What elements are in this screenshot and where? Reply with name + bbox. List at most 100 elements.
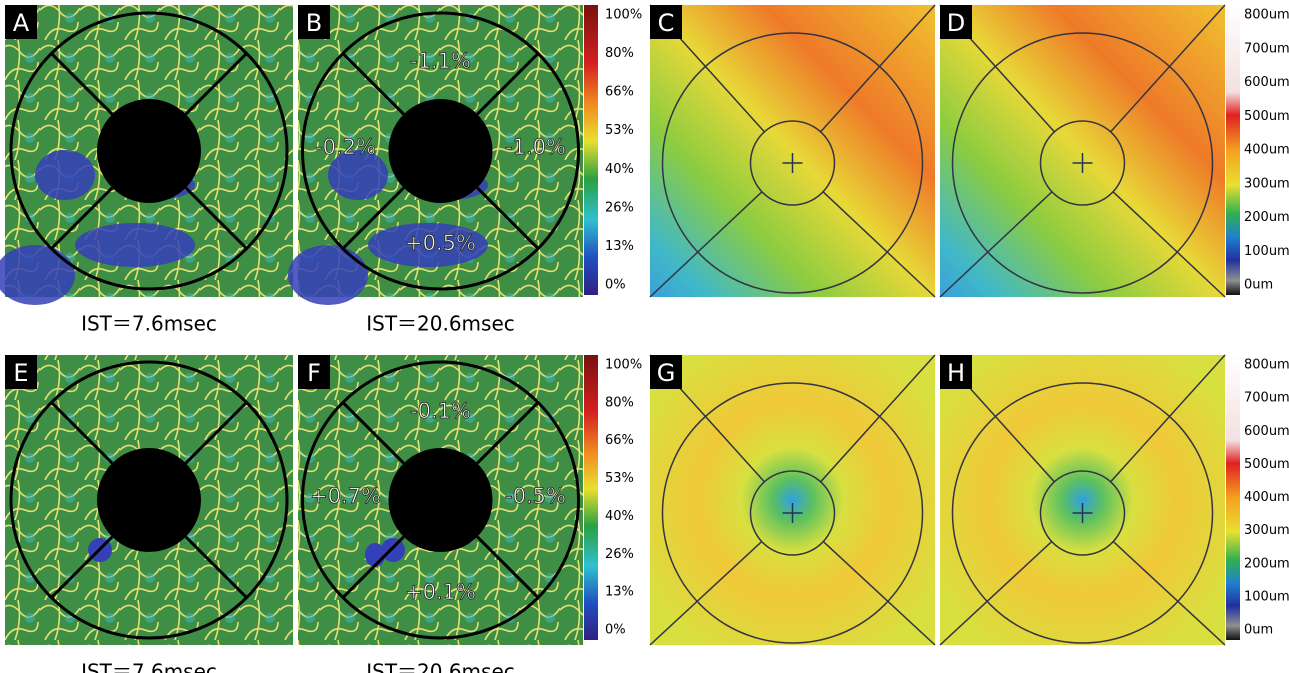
scale-label: 66% [605,433,634,448]
sector-change: +0.1% [405,580,476,604]
scale-label: 26% [605,547,634,562]
sector-divider [341,186,405,250]
panel-label: D [947,9,965,37]
scale-label: 300um [1244,176,1289,191]
scale-label: 200um [1244,210,1289,225]
scale-label: 100um [1244,589,1289,604]
foveal-mask [388,99,493,203]
color-scale: 100% 80% 66% 53% 40% 26% 13% 0% [584,355,642,640]
sector-divider [50,186,114,250]
panel-label-box [650,355,682,389]
fovea-cross [782,153,803,173]
sector-divider [184,186,248,250]
sector-divider [649,191,763,298]
scale-label: 100% [605,358,642,373]
scale-label: 700um [1244,41,1289,56]
sector-divider [50,52,114,116]
color-bar [584,5,598,295]
sector-change: -1.1% [410,49,471,73]
inner-ring [1039,470,1126,556]
sector-divider [1110,354,1226,483]
panel-label-box [650,5,682,39]
outer-ring [661,382,924,644]
panel: D [939,4,1226,298]
panel: -0.1% +0.7% -0.5% +0.1% IST＝20.6msec F [298,355,583,673]
scale-label: 80% [605,395,634,410]
outer-ring [951,32,1214,294]
sector-change: -1.0% [505,135,566,159]
caption: IST＝7.6msec [81,660,217,673]
inner-ring [1039,120,1126,206]
sector-divider [476,52,540,116]
sector-divider [1110,4,1226,133]
fovea-cross [782,503,803,523]
panel-label: B [306,9,322,37]
sector-divider [822,540,936,646]
outer-ring [9,11,289,291]
panel-label-box [940,5,972,39]
color-scale: 800um 700um 600um 500um 400um 300um 200um 100um… [1226,355,1289,640]
foveal-mask [388,448,493,552]
sector-divider [476,186,540,250]
scale-label: 0% [605,623,626,638]
sector-divider [184,401,248,465]
color-scale: 100% 80% 66% 53% 40% 26% 13% 0% [584,5,642,295]
inner-ring [749,470,836,556]
panel-label-box [940,355,972,389]
sector-change: -0.1% [410,399,471,423]
scale-label: 0% [605,278,626,293]
sector-change: -0.2% [315,135,376,159]
scale-label: 800um [1244,8,1289,23]
sector-divider [939,191,1053,298]
sector-divider [476,401,540,465]
scale-label: 400um [1244,143,1289,158]
scale-label: 13% [605,585,634,600]
panel-label: E [13,359,28,387]
color-scale: 800um 700um 600um 500um 400um 300um 200um 100um… [1226,5,1289,295]
caption: IST＝7.6msec [81,312,217,336]
fovea-cross [1072,153,1093,173]
scale-label: 53% [605,123,634,138]
color-bar [1226,355,1240,640]
panel: H [939,354,1226,646]
outer-ring [661,32,924,294]
thickness-map [940,5,1225,297]
panel-label-box [5,355,37,389]
sector-divider [649,540,763,646]
sector-divider [820,354,936,483]
scale-label: 80% [605,46,634,61]
panel-label-box [298,355,330,389]
scale-label: 100um [1244,244,1289,259]
sector-divider [184,52,248,116]
scale-label: 600um [1244,75,1289,90]
sector-divider [476,535,540,599]
scale-label: 200um [1244,556,1289,571]
sector-divider [822,191,936,298]
panel: IST＝7.6msec A [0,5,293,336]
sector-divider [939,540,1053,646]
sector-change: -0.5% [505,484,566,508]
sector-divider [50,535,114,599]
scale-label: 100% [605,8,642,23]
scale-label: 40% [605,162,634,177]
panel-label: A [13,9,30,37]
sector-change: +0.5% [405,231,476,255]
panel-label: F [307,359,321,387]
scale-label: 500um [1244,457,1289,472]
sector-divider [184,535,248,599]
sector-divider [341,52,405,116]
capillary-dropout [75,223,195,267]
capillary-dropout [0,245,75,305]
outer-ring [301,11,580,291]
outer-ring [301,360,580,640]
caption: IST＝20.6msec [366,660,515,673]
panel: C [649,4,936,298]
foveal-mask [97,448,201,552]
scale-label: 66% [605,85,634,100]
sector-divider [1112,191,1226,298]
outer-ring [9,360,289,640]
scale-label: 600um [1244,424,1289,439]
scale-label: 0um [1244,623,1273,638]
sector-change: +0.7% [310,484,381,508]
sector-divider [341,535,405,599]
